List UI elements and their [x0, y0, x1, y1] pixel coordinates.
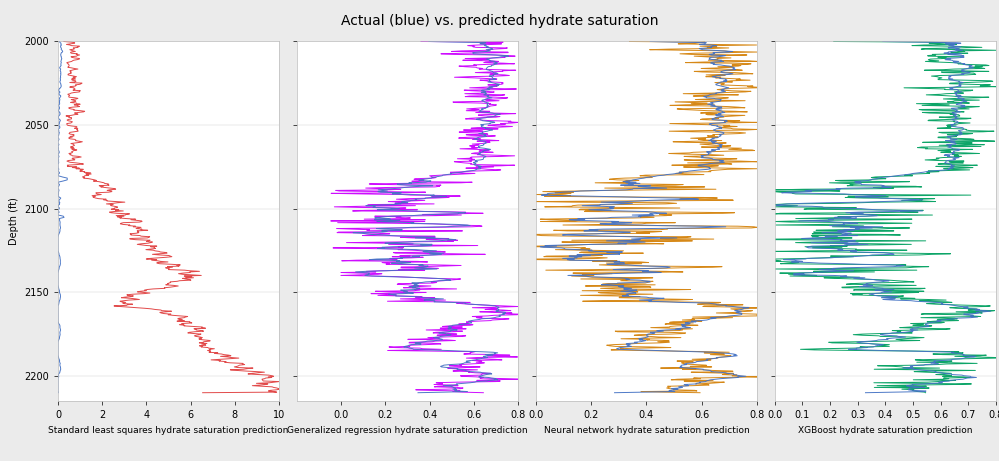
X-axis label: XGBoost hydrate saturation prediction: XGBoost hydrate saturation prediction	[798, 426, 973, 435]
Text: Actual (blue) vs. predicted hydrate saturation: Actual (blue) vs. predicted hydrate satu…	[341, 14, 658, 28]
Y-axis label: Depth (ft): Depth (ft)	[9, 197, 19, 245]
X-axis label: Neural network hydrate saturation prediction: Neural network hydrate saturation predic…	[543, 426, 749, 435]
X-axis label: Standard least squares hydrate saturation prediction: Standard least squares hydrate saturatio…	[48, 426, 289, 435]
X-axis label: Generalized regression hydrate saturation prediction: Generalized regression hydrate saturatio…	[287, 426, 527, 435]
